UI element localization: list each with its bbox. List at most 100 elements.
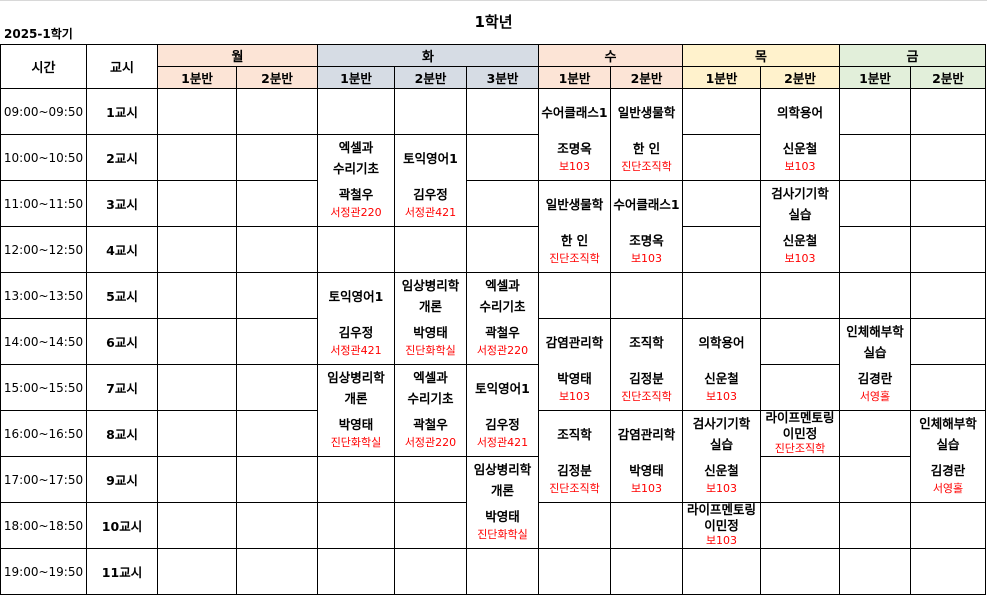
course-cell[interactable]: 수어클래스1 조명옥 보103 [611,181,683,273]
empty-slot[interactable] [318,503,395,549]
course-cell[interactable]: 인체해부학 실습 김경란 서영홀 [911,411,986,503]
empty-slot[interactable] [539,503,611,549]
empty-slot[interactable] [158,365,237,411]
empty-slot[interactable] [395,89,467,135]
course-cell[interactable]: 의학용어 신운철 보103 [761,89,840,181]
course-cell[interactable]: 토익영어1 김우정 서정관421 [318,273,395,365]
course-cell[interactable]: 임상병리학 개론 박영태 진단화학실 [467,457,539,549]
course-cell[interactable]: 검사기기학 실습 신운철 보103 [761,181,840,273]
empty-slot[interactable] [395,457,467,503]
empty-slot[interactable] [761,503,840,549]
empty-slot[interactable] [840,273,911,319]
empty-slot[interactable] [237,135,318,181]
empty-slot[interactable] [683,549,761,595]
empty-slot[interactable] [611,549,683,595]
empty-slot[interactable] [761,365,840,411]
empty-slot[interactable] [840,411,911,457]
empty-slot[interactable] [683,135,761,181]
empty-slot[interactable] [840,457,911,503]
empty-slot[interactable] [158,273,237,319]
empty-slot[interactable] [611,273,683,319]
empty-slot[interactable] [761,549,840,595]
empty-slot[interactable] [237,503,318,549]
empty-slot[interactable] [237,365,318,411]
empty-slot[interactable] [683,227,761,273]
empty-slot[interactable] [318,457,395,503]
empty-slot[interactable] [911,319,986,365]
empty-slot[interactable] [840,227,911,273]
course-cell[interactable]: 수어클래스1 조명옥 보103 [539,89,611,181]
empty-slot[interactable] [237,181,318,227]
empty-slot[interactable] [467,89,539,135]
course-cell[interactable]: 라이프멘토링 이민정 진단조직학 [761,410,840,457]
empty-slot[interactable] [911,503,986,549]
empty-slot[interactable] [237,227,318,273]
course-cell[interactable]: 임상병리학 개론 박영태 진단화학실 [318,365,395,457]
empty-slot[interactable] [911,273,986,319]
course-cell[interactable]: 인체해부학 실습 김경란 서영홀 [840,319,911,411]
empty-slot[interactable] [237,273,318,319]
empty-slot[interactable] [158,319,237,365]
course-cell[interactable]: 일반생물학 한 인 진단조직학 [611,89,683,181]
course-cell[interactable]: 감염관리학 박영태 보103 [611,411,683,503]
empty-slot[interactable] [158,549,237,595]
empty-slot[interactable] [539,549,611,595]
empty-slot[interactable] [467,549,539,595]
empty-slot[interactable] [911,89,986,135]
empty-slot[interactable] [611,503,683,549]
empty-slot[interactable] [158,135,237,181]
empty-slot[interactable] [467,181,539,227]
course-cell[interactable]: 라이프멘토링 이민정 보103 [683,502,761,549]
course-cell[interactable]: 검사기기학 실습 신운철 보103 [683,411,761,503]
empty-slot[interactable] [395,549,467,595]
empty-slot[interactable] [840,503,911,549]
empty-slot[interactable] [237,411,318,457]
empty-slot[interactable] [237,319,318,365]
empty-slot[interactable] [840,549,911,595]
empty-slot[interactable] [911,365,986,411]
empty-slot[interactable] [158,503,237,549]
empty-slot[interactable] [467,227,539,273]
empty-slot[interactable] [237,457,318,503]
empty-slot[interactable] [840,89,911,135]
empty-slot[interactable] [539,273,611,319]
course-cell[interactable]: 토익영어1 김우정 서정관421 [467,365,539,457]
empty-slot[interactable] [911,135,986,181]
empty-slot[interactable] [761,319,840,365]
empty-slot[interactable] [683,273,761,319]
empty-slot[interactable] [318,227,395,273]
empty-slot[interactable] [158,181,237,227]
course-cell[interactable]: 의학용어 신운철 보103 [683,319,761,411]
course-cell[interactable]: 감염관리학 박영태 보103 [539,319,611,411]
empty-slot[interactable] [158,411,237,457]
course-cell[interactable]: 조직학 김정분 진단조직학 [539,411,611,503]
empty-slot[interactable] [840,135,911,181]
empty-slot[interactable] [158,89,237,135]
empty-slot[interactable] [395,227,467,273]
empty-slot[interactable] [840,181,911,227]
empty-slot[interactable] [318,89,395,135]
empty-slot[interactable] [761,457,840,503]
course-cell[interactable]: 임상병리학 개론 박영태 진단화학실 [395,273,467,365]
room-name: 보103 [558,390,591,403]
empty-slot[interactable] [683,89,761,135]
empty-slot[interactable] [911,549,986,595]
empty-slot[interactable] [911,181,986,227]
course-cell[interactable]: 엑셀과 수리기초 곽철우 서정관220 [395,365,467,457]
empty-slot[interactable] [911,227,986,273]
course-cell[interactable]: 엑셀과 수리기초 곽철우 서정관220 [318,135,395,227]
course-cell[interactable]: 엑셀과 수리기초 곽철우 서정관220 [467,273,539,365]
professor-name: 곽철우 [413,417,448,432]
empty-slot[interactable] [158,227,237,273]
empty-slot[interactable] [467,135,539,181]
empty-slot[interactable] [761,273,840,319]
course-cell[interactable]: 조직학 김정분 진단조직학 [611,319,683,411]
course-cell[interactable]: 토익영어1 김우정 서정관421 [395,135,467,227]
course-cell[interactable]: 일반생물학 한 인 진단조직학 [539,181,611,273]
empty-slot[interactable] [683,181,761,227]
empty-slot[interactable] [318,549,395,595]
empty-slot[interactable] [237,549,318,595]
empty-slot[interactable] [395,503,467,549]
empty-slot[interactable] [237,89,318,135]
empty-slot[interactable] [158,457,237,503]
